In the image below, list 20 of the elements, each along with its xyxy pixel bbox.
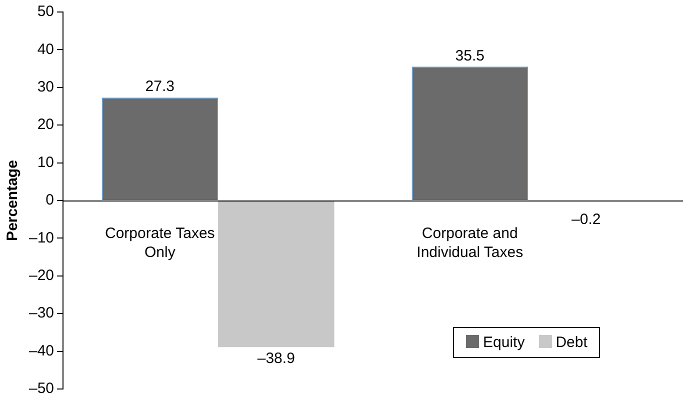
y-tick-label: 0 (46, 192, 54, 209)
y-tick-label: –10 (28, 229, 54, 246)
y-tick-label: 50 (37, 3, 54, 20)
y-tick-label: –20 (28, 267, 54, 284)
data-label: –38.9 (257, 350, 295, 367)
data-label: –0.2 (572, 211, 601, 228)
legend-label: Equity (482, 334, 525, 351)
y-tick-label: 30 (37, 78, 54, 96)
y-tick-label: –50 (28, 380, 54, 398)
legend-label: Debt (554, 334, 588, 351)
x-tick-label: Corporate and Individual Taxes (416, 225, 524, 262)
x-tick-label: Corporate Taxes Only (105, 225, 215, 262)
y-axis-title: Percentage (4, 160, 22, 241)
y-tick-label: –30 (28, 304, 54, 322)
y-tick-label: –40 (28, 342, 54, 360)
y-tick-label: 40 (37, 40, 54, 58)
data-label: 27.3 (145, 78, 174, 96)
y-tick-label: 10 (37, 154, 54, 171)
data-label: 35.5 (455, 47, 484, 64)
y-tick-label: 20 (37, 116, 54, 134)
